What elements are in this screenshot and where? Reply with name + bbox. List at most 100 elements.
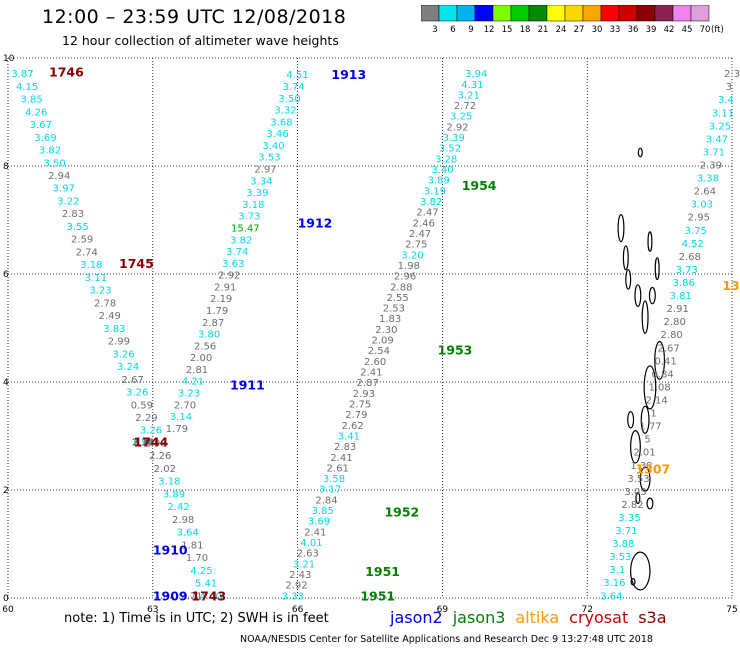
- wave-height-value: 0.84: [651, 369, 673, 380]
- wave-height-value: 1.99: [132, 437, 154, 448]
- wave-height-value: 3.64: [177, 528, 199, 539]
- wave-height-value: 2.80: [661, 330, 683, 341]
- wave-height-value: 2.67: [122, 375, 144, 386]
- wave-height-value: 3.69: [34, 133, 56, 144]
- wave-height-value: 2.15: [132, 437, 154, 448]
- wave-height-value: 0.59: [131, 400, 153, 411]
- wave-height-value: 1.08: [648, 382, 670, 393]
- wave-height-value: 1.11: [132, 437, 154, 448]
- wave-height-value: 2.56: [194, 341, 216, 352]
- wave-height-value: 3.22: [57, 196, 79, 207]
- wave-height-value: 3.40: [431, 165, 453, 176]
- legend-entry-cryosat: cryosat: [569, 608, 629, 627]
- pass-id-label: 1307: [635, 461, 670, 476]
- wave-height-value: 1.79: [166, 424, 188, 435]
- wave-height-value: 3: [726, 82, 732, 93]
- wave-height-value: 2.02: [154, 464, 176, 475]
- wave-height-value: 2.98: [172, 515, 194, 526]
- island-outline-icon: [648, 286, 656, 305]
- wave-height-value: 2.14: [132, 437, 154, 448]
- wave-height-value: 2.62: [342, 421, 364, 432]
- pass-id-label: 1745: [119, 256, 154, 271]
- wave-height-value: 2.63: [297, 549, 319, 560]
- wave-height-value: 3.82: [39, 146, 61, 157]
- wave-height-value: 3.1: [609, 565, 625, 576]
- island-outline-icon: [639, 466, 651, 492]
- wave-height-value: 3.23: [89, 286, 111, 297]
- wave-height-value: 3.69: [308, 517, 330, 528]
- wave-height-value: 2.26: [149, 451, 171, 462]
- wave-height-value: 2.46: [413, 218, 435, 229]
- lat-tick-label: 4: [3, 378, 9, 388]
- wave-height-value: 2.47: [416, 208, 438, 219]
- wave-height-value: 2.30: [375, 325, 397, 336]
- wave-height-value: 2.99: [108, 337, 130, 348]
- page-subtitle: 12 hour collection of altimeter wave hei…: [62, 33, 339, 48]
- wave-height-value: 3.17: [319, 485, 341, 496]
- altimeter-pass: 4.513.743.503.323.683.463.403.532.973.34…: [166, 67, 366, 435]
- wave-height-value: 4.40: [200, 591, 222, 602]
- colorbar-tick-label: 45: [682, 25, 693, 35]
- altimeter-pass: 2.333.43.113.253.473.712.393.382.643.032…: [600, 69, 740, 602]
- wave-height-value: 3.24: [117, 362, 139, 373]
- wave-height-value: 3.81: [670, 291, 692, 302]
- legend-entry-jason2: jason2: [390, 608, 443, 627]
- wave-height-value: 1.38: [630, 461, 652, 472]
- wave-height-value: 4.26: [25, 107, 47, 118]
- wave-height-value: 0.41: [655, 356, 677, 367]
- wave-height-value: 2.3: [724, 69, 740, 80]
- wave-height-value: 4.52: [682, 239, 704, 250]
- island-outline-icon: [640, 405, 650, 434]
- lon-tick-label: 60: [2, 605, 14, 615]
- wave-height-value: 2.49: [99, 311, 121, 322]
- wave-height-value: 2.41: [330, 453, 352, 464]
- wave-height-value: 2.60: [364, 357, 386, 368]
- wave-height-value: 2.82: [621, 500, 643, 511]
- wave-height-value: 2.54: [368, 346, 390, 357]
- island-outline-icon: [646, 497, 654, 510]
- wave-height-value: 2.71: [180, 591, 202, 602]
- colorbar-tick-label: 27: [574, 25, 585, 35]
- wave-height-value: 1.83: [379, 314, 401, 325]
- island-outline-icon: [635, 492, 641, 505]
- wave-height-value: 3.74: [226, 247, 248, 258]
- wave-height-value: 5.41: [195, 579, 217, 590]
- wave-height-value: 3.47: [706, 134, 728, 145]
- lon-tick-label: 69: [437, 605, 449, 615]
- wave-height-value: 3.20: [401, 250, 423, 261]
- wave-height-value: 3.21: [458, 90, 480, 101]
- wave-height-value: 1.98: [398, 261, 420, 272]
- wave-height-value: 2.47: [409, 229, 431, 240]
- wave-height-value: 2.59: [71, 235, 93, 246]
- colorbar-tick-label: 30: [592, 25, 603, 35]
- wave-height-value: 3.23: [178, 389, 200, 400]
- wave-height-value: 3.33: [282, 591, 304, 602]
- island-outline-icon: [622, 245, 629, 271]
- altimeter-pass: 1745: [119, 256, 154, 271]
- wave-height-value: 3.73: [676, 265, 698, 276]
- wave-height-value: 3.89: [428, 176, 450, 187]
- wave-height-value: 3.88: [612, 539, 634, 550]
- wave-height-value: 2.81: [186, 365, 208, 376]
- colorbar-tick-label: 3: [432, 25, 437, 35]
- wave-height-value: 1.70: [186, 553, 208, 564]
- wave-height-value: 2.41: [304, 527, 326, 538]
- wave-height-value: 2.93: [353, 389, 375, 400]
- legend-entry-altika: altika: [515, 608, 560, 627]
- wave-height-value: 3.35: [618, 513, 640, 524]
- wave-height-value: 3.50: [278, 94, 300, 105]
- pass-id-label: 1744: [133, 434, 168, 449]
- island-outline-icon: [630, 577, 636, 586]
- colorbar-swatch: [690, 5, 710, 22]
- pass-id-label: 1913: [331, 67, 366, 82]
- map-grid: [7, 57, 733, 599]
- wave-height-value: 3.87: [11, 69, 33, 80]
- wave-height-value: 4.01: [300, 538, 322, 549]
- wave-height-value: 3.03: [691, 200, 713, 211]
- island-outline-icon: [634, 284, 642, 308]
- wave-height-value: 3.52: [439, 144, 461, 155]
- island-outline-icon: [625, 269, 632, 290]
- wave-height-value: 3.26: [140, 426, 162, 437]
